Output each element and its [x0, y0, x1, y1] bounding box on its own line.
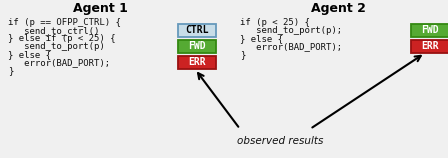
- Text: error(BAD_PORT);: error(BAD_PORT);: [240, 42, 342, 51]
- Text: if (p < 25) {: if (p < 25) {: [240, 18, 310, 27]
- Text: error(BAD_PORT);: error(BAD_PORT);: [8, 58, 110, 67]
- Text: CTRL: CTRL: [185, 25, 209, 35]
- Text: send_to_ctrl(): send_to_ctrl(): [8, 26, 99, 35]
- Text: FWD: FWD: [188, 41, 206, 51]
- Bar: [178, 40, 216, 52]
- Text: observed results: observed results: [237, 136, 323, 146]
- Text: }: }: [240, 50, 246, 59]
- Text: }: }: [8, 66, 13, 75]
- Bar: [178, 55, 216, 69]
- Text: } else if (p < 25) {: } else if (p < 25) {: [8, 34, 116, 43]
- Text: } else {: } else {: [8, 50, 51, 59]
- Text: Agent 1: Agent 1: [73, 2, 127, 15]
- Text: ERR: ERR: [188, 57, 206, 67]
- Text: } else {: } else {: [240, 34, 283, 43]
- Text: ERR: ERR: [421, 41, 439, 51]
- Bar: [411, 40, 448, 52]
- Bar: [178, 24, 216, 36]
- Bar: [411, 24, 448, 36]
- Text: if (p == OFPP_CTRL) {: if (p == OFPP_CTRL) {: [8, 18, 121, 27]
- Text: send_to_port(p);: send_to_port(p);: [240, 26, 342, 35]
- Text: Agent 2: Agent 2: [310, 2, 366, 15]
- Text: send_to_port(p): send_to_port(p): [8, 42, 105, 51]
- Text: FWD: FWD: [421, 25, 439, 35]
